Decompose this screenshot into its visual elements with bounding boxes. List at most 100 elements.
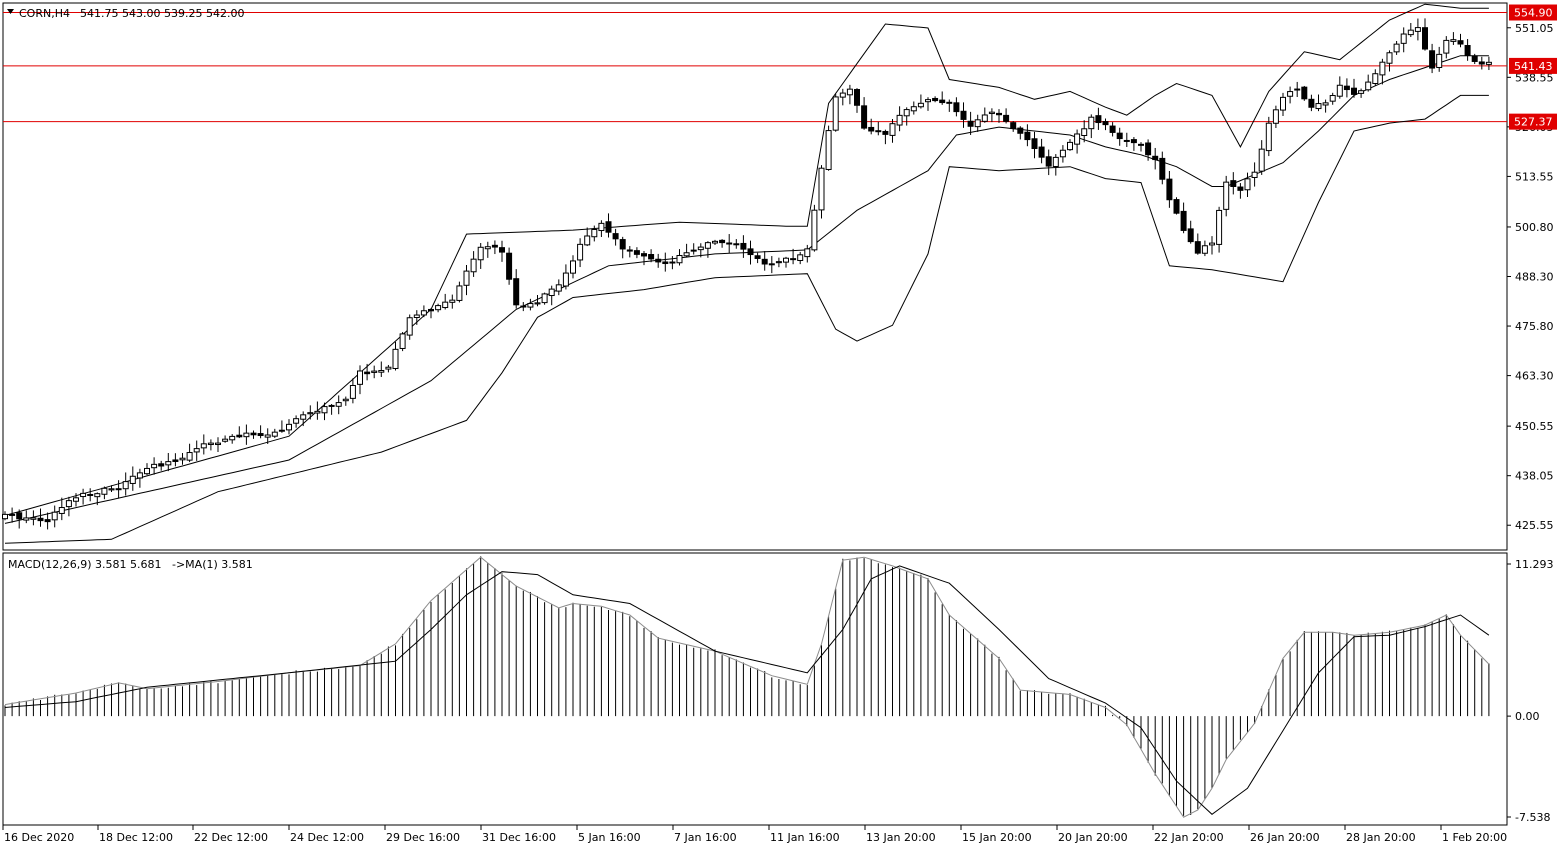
candle — [896, 106, 903, 132]
candle — [655, 253, 662, 268]
candle — [775, 257, 782, 268]
candle — [243, 424, 250, 445]
candle — [250, 430, 257, 439]
candle — [1003, 108, 1010, 124]
time-tick-label-4: 29 Dec 16:00 — [386, 831, 460, 844]
candle — [974, 114, 981, 132]
candle — [87, 488, 94, 502]
candle — [1436, 46, 1443, 72]
candle — [449, 294, 456, 309]
candle — [697, 243, 704, 258]
candle — [1329, 92, 1336, 105]
candle — [342, 396, 349, 406]
candle — [1358, 88, 1365, 98]
candle — [1180, 202, 1187, 234]
candle — [406, 314, 413, 340]
candle — [73, 493, 79, 507]
candle — [392, 341, 399, 371]
time-tick-label-6: 5 Jan 16:00 — [578, 831, 641, 844]
candle — [953, 97, 960, 117]
candle — [662, 252, 669, 272]
candle — [271, 428, 278, 438]
price-tick-label-9: 438.05 — [1515, 470, 1554, 483]
candle — [591, 225, 598, 242]
macd-tick-label-0: 11.293 — [1515, 558, 1554, 571]
candle — [1351, 78, 1357, 98]
candle — [51, 505, 58, 528]
candle — [996, 109, 1002, 123]
candle — [527, 298, 534, 311]
candle — [328, 404, 335, 415]
bollinger-lower-line — [4, 94, 1489, 544]
candle — [491, 240, 498, 255]
candle — [903, 107, 910, 126]
candle — [570, 255, 576, 279]
collapse-triangle-icon[interactable] — [7, 9, 14, 14]
candle — [967, 111, 974, 135]
macd-signal-line — [4, 565, 1490, 815]
candle — [633, 247, 640, 259]
candle — [151, 457, 158, 475]
candle — [1159, 151, 1166, 185]
candle — [65, 496, 72, 517]
candle — [605, 213, 612, 238]
candle — [1443, 36, 1450, 59]
candle — [193, 440, 200, 461]
price-tick-label-3: 513.55 — [1515, 170, 1554, 183]
price-tick-label-5: 488.30 — [1515, 271, 1554, 284]
price-plot-area — [2, 3, 1507, 544]
candle — [1422, 18, 1428, 51]
candle — [186, 443, 193, 463]
candle — [804, 244, 811, 263]
candle — [94, 492, 101, 506]
candle — [598, 220, 605, 238]
candle — [747, 240, 754, 265]
candle — [293, 415, 300, 428]
candle — [1223, 175, 1230, 217]
candle — [1088, 114, 1095, 139]
candle — [200, 434, 207, 455]
candle — [1272, 105, 1279, 129]
candle — [321, 402, 328, 421]
candle — [768, 256, 775, 274]
candle — [1102, 118, 1109, 131]
candle — [960, 102, 967, 128]
time-tick-label-10: 15 Jan 20:00 — [962, 831, 1032, 844]
candle — [115, 480, 122, 499]
candle — [555, 279, 562, 296]
time-tick-label-0: 16 Dec 2020 — [4, 831, 74, 844]
macd-label: MACD(12,26,9) 3.581 5.681 — [8, 558, 162, 571]
candle — [612, 228, 619, 246]
candle — [712, 239, 718, 246]
candle — [101, 486, 108, 500]
candle — [58, 497, 65, 521]
candle — [9, 507, 16, 523]
candle — [1393, 41, 1400, 55]
candle — [1024, 124, 1031, 147]
candle — [1372, 69, 1379, 86]
level-label-0: 554.90 — [1514, 7, 1553, 20]
candle — [1166, 171, 1173, 208]
candle — [413, 310, 420, 325]
candle — [690, 243, 697, 255]
candle — [1116, 127, 1123, 146]
candle — [399, 332, 406, 352]
candle — [2, 511, 8, 521]
candle — [846, 84, 853, 105]
candle — [761, 251, 768, 271]
candle — [499, 240, 505, 262]
candle — [641, 250, 647, 266]
candle — [882, 129, 889, 145]
candle — [1187, 220, 1194, 244]
candle — [1315, 94, 1322, 112]
time-tick-label-11: 20 Jan 20:00 — [1058, 831, 1128, 844]
candle — [420, 305, 427, 318]
candle — [1095, 107, 1102, 130]
candle — [16, 509, 23, 529]
candle — [1265, 116, 1272, 157]
price-tick-label-10: 425.55 — [1515, 519, 1554, 532]
price-tick-label-1: 538.55 — [1515, 71, 1554, 84]
macd-tick-label-1: 0.00 — [1515, 710, 1540, 723]
candle — [1287, 86, 1294, 104]
